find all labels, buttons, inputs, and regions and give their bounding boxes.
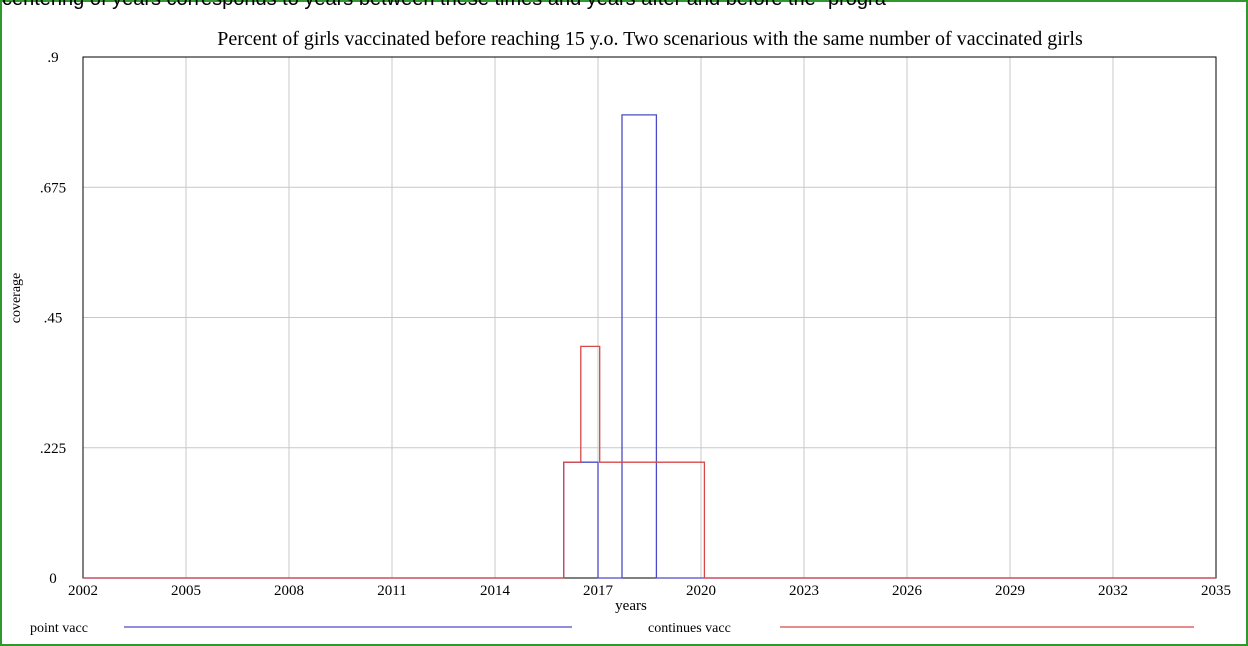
grid: [82, 56, 1217, 579]
chart-title: Percent of girls vaccinated before reach…: [217, 28, 1083, 50]
x-tick-label: 2029: [995, 583, 1025, 599]
cut-off-caption: centering of years corresponds to years …: [2, 0, 1248, 11]
x-tick-label: 2002: [68, 583, 98, 599]
x-tick-label: 2017: [583, 583, 614, 599]
y-tick-label: .9: [47, 50, 58, 66]
series-line-point-vacc: [83, 114, 1216, 579]
y-tick-label: .675: [40, 180, 66, 196]
legend-label: point vacc: [30, 621, 88, 636]
x-axis-label: years: [615, 598, 647, 614]
legend-label: continues vacc: [648, 621, 731, 636]
x-tick-label: 2005: [171, 583, 201, 599]
tick-labels: 2002 2005 2008 2011 2014 2017 2020 2023 2026 2029…: [40, 50, 1231, 599]
series-line-continues-vacc: [83, 345, 1216, 579]
legend: point vacc continues vacc: [30, 621, 1194, 636]
y-tick-label: .225: [40, 441, 66, 457]
plot-area: [82, 56, 1217, 579]
x-tick-label: 2032: [1098, 583, 1128, 599]
x-tick-label: 2026: [892, 583, 923, 599]
x-tick-label: 2020: [686, 583, 716, 599]
x-tick-label: 2035: [1201, 583, 1231, 599]
x-tick-label: 2011: [377, 583, 406, 599]
x-tick-label: 2008: [274, 583, 304, 599]
x-tick-label: 2014: [480, 583, 511, 599]
x-tick-label: 2023: [789, 583, 819, 599]
y-axis-label: coverage: [9, 273, 24, 324]
y-tick-label: 0: [49, 571, 57, 587]
series-layer: [83, 114, 1216, 579]
y-tick-label: .45: [44, 311, 63, 327]
